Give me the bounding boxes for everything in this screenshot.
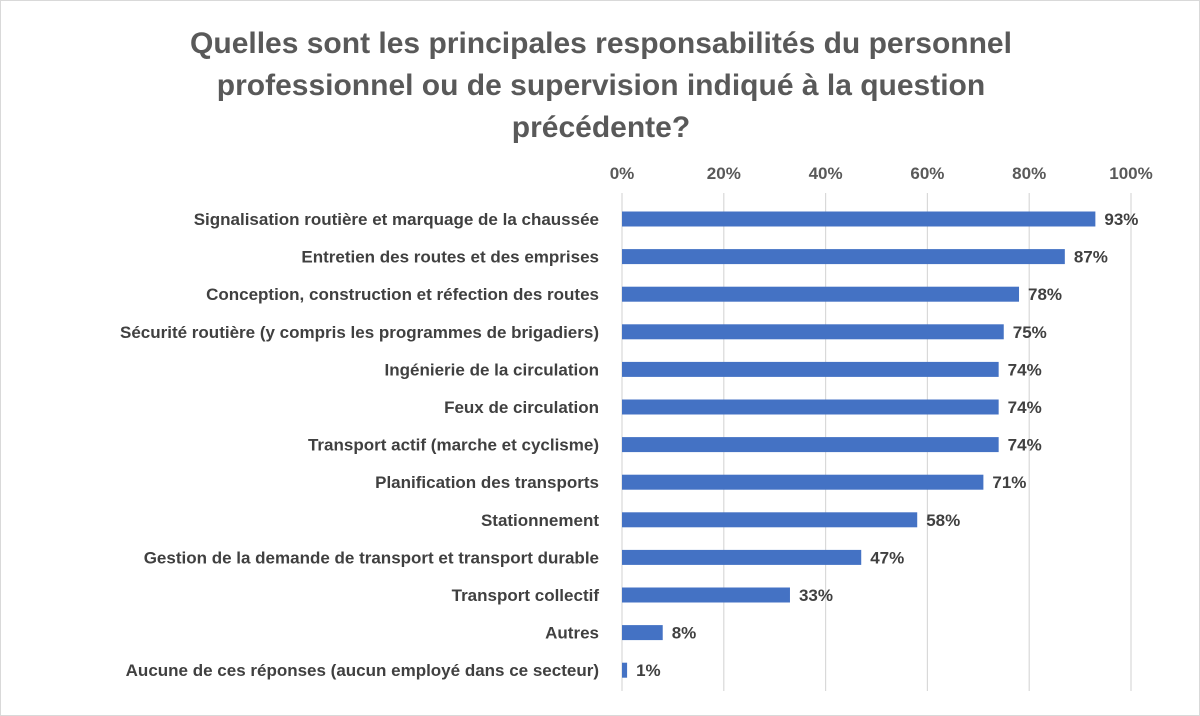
data-labels: 93% 87% 78% 75% 74% 74% 74% 71% 58% 47% 33% 8% 1% bbox=[636, 210, 1138, 680]
bar bbox=[622, 437, 999, 453]
bars bbox=[622, 211, 1096, 678]
data-label: 78% bbox=[1028, 285, 1062, 304]
bar bbox=[622, 399, 999, 415]
chart-title: Quelles sont les principales responsabil… bbox=[190, 27, 1012, 144]
data-label: 74% bbox=[1008, 360, 1042, 379]
data-label: 93% bbox=[1104, 210, 1138, 229]
x-tick-label: 40% bbox=[809, 164, 843, 183]
bar bbox=[622, 474, 984, 490]
data-label: 47% bbox=[870, 548, 904, 567]
x-tick-label: 0% bbox=[610, 164, 635, 183]
bar bbox=[622, 361, 999, 377]
category-label: Stationnement bbox=[481, 511, 599, 530]
bar bbox=[622, 625, 663, 641]
data-label: 74% bbox=[1008, 398, 1042, 417]
category-label: Entretien des routes et des emprises bbox=[301, 248, 599, 267]
category-label: Feux de circulation bbox=[444, 398, 599, 417]
data-label: 74% bbox=[1008, 436, 1042, 455]
category-label: Transport collectif bbox=[452, 586, 600, 605]
x-tick-label: 60% bbox=[910, 164, 944, 183]
category-label: Conception, construction et réfection de… bbox=[206, 285, 599, 304]
x-tick-label: 100% bbox=[1109, 164, 1152, 183]
category-label: Sécurité routière (y compris les program… bbox=[120, 323, 599, 342]
bar bbox=[622, 324, 1004, 340]
bar bbox=[622, 512, 918, 528]
bar bbox=[622, 587, 790, 603]
x-axis-ticks: 0% 20% 40% 60% 80% 100% bbox=[610, 164, 1153, 183]
category-label: Signalisation routière et marquage de la… bbox=[194, 210, 599, 229]
data-label: 58% bbox=[926, 511, 960, 530]
bar bbox=[622, 211, 1096, 227]
bar bbox=[622, 662, 628, 678]
category-label: Planification des transports bbox=[375, 473, 599, 492]
x-tick-label: 80% bbox=[1012, 164, 1046, 183]
data-label: 87% bbox=[1074, 248, 1108, 267]
category-labels: Signalisation routière et marquage de la… bbox=[120, 210, 599, 680]
category-label: Transport actif (marche et cyclisme) bbox=[308, 436, 599, 455]
data-label: 71% bbox=[992, 473, 1026, 492]
data-label: 75% bbox=[1013, 323, 1047, 342]
data-label: 33% bbox=[799, 586, 833, 605]
data-label: 1% bbox=[636, 661, 661, 680]
category-label: Gestion de la demande de transport et tr… bbox=[144, 548, 599, 567]
category-label: Aucune de ces réponses (aucun employé da… bbox=[126, 661, 599, 680]
bar bbox=[622, 549, 862, 565]
category-label: Autres bbox=[545, 624, 599, 643]
bar bbox=[622, 286, 1020, 302]
x-tick-label: 20% bbox=[707, 164, 741, 183]
data-label: 8% bbox=[672, 624, 697, 643]
bar bbox=[622, 249, 1065, 265]
category-label: Ingénierie de la circulation bbox=[385, 360, 599, 379]
